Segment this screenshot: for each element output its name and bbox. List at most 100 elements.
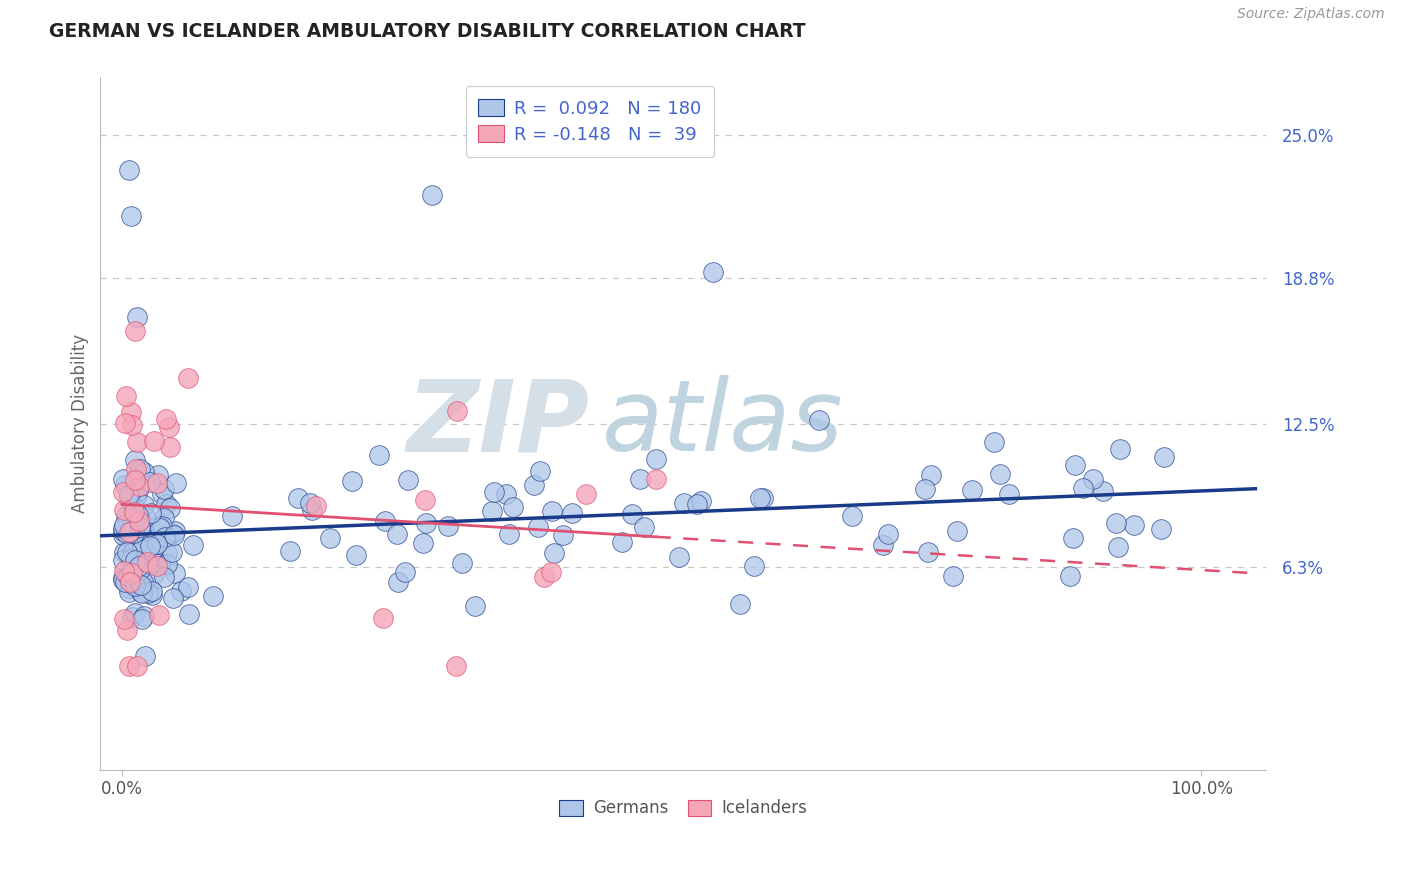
Point <box>131 585 153 599</box>
Point <box>134 465 156 479</box>
Point <box>128 559 150 574</box>
Point <box>387 575 409 590</box>
Text: atlas: atlas <box>602 376 844 472</box>
Point <box>150 486 173 500</box>
Point <box>139 475 162 489</box>
Point <box>115 623 138 637</box>
Point <box>673 496 696 510</box>
Point <box>121 566 143 581</box>
Point <box>111 528 134 542</box>
Point <box>124 487 146 501</box>
Point <box>125 461 148 475</box>
Point <box>1123 518 1146 533</box>
Point <box>917 545 939 559</box>
Point <box>644 472 666 486</box>
Point <box>122 525 145 540</box>
Point <box>1107 541 1129 555</box>
Point <box>112 545 135 559</box>
Point <box>129 585 152 599</box>
Point <box>527 520 550 534</box>
Point <box>127 536 149 550</box>
Point <box>394 566 416 580</box>
Point <box>120 494 142 508</box>
Point <box>553 528 575 542</box>
Point <box>128 519 150 533</box>
Point <box>541 504 564 518</box>
Point <box>111 472 134 486</box>
Point <box>155 497 177 511</box>
Point <box>112 612 135 626</box>
Point <box>160 545 183 559</box>
Point <box>610 535 633 549</box>
Point <box>446 404 468 418</box>
Point <box>118 659 141 673</box>
Point <box>149 557 172 571</box>
Point <box>621 507 644 521</box>
Point <box>141 583 163 598</box>
Point <box>872 538 894 552</box>
Point <box>127 310 149 324</box>
Point <box>112 484 135 499</box>
Point <box>121 545 143 559</box>
Point <box>156 531 179 545</box>
Point <box>148 519 170 533</box>
Point <box>134 518 156 533</box>
Point <box>412 535 434 549</box>
Point <box>502 500 524 515</box>
Point <box>135 555 157 569</box>
Point <box>139 539 162 553</box>
Point <box>114 477 136 491</box>
Point <box>129 462 152 476</box>
Point <box>134 509 156 524</box>
Point <box>1091 483 1114 498</box>
Point <box>752 491 775 505</box>
Point <box>1059 569 1081 583</box>
Point <box>960 483 983 497</box>
Point <box>437 519 460 533</box>
Point <box>120 492 142 507</box>
Point <box>149 521 172 535</box>
Point <box>115 509 138 524</box>
Point <box>287 491 309 505</box>
Point <box>125 491 148 505</box>
Point <box>139 558 162 573</box>
Point <box>877 527 900 541</box>
Point <box>728 597 751 611</box>
Point <box>177 580 200 594</box>
Point <box>946 524 969 538</box>
Point <box>176 370 198 384</box>
Point <box>117 525 139 540</box>
Point <box>111 553 134 567</box>
Point <box>114 518 136 533</box>
Point <box>111 524 134 539</box>
Point <box>121 566 143 580</box>
Point <box>142 541 165 555</box>
Point <box>159 440 181 454</box>
Point <box>120 405 142 419</box>
Point <box>145 537 167 551</box>
Point <box>177 607 200 622</box>
Point <box>134 545 156 559</box>
Point <box>529 464 551 478</box>
Point <box>128 478 150 492</box>
Point <box>128 564 150 578</box>
Point <box>120 525 142 540</box>
Point <box>841 509 863 524</box>
Point <box>1153 450 1175 464</box>
Point <box>340 474 363 488</box>
Point <box>807 413 830 427</box>
Point <box>127 435 149 450</box>
Point <box>150 518 173 533</box>
Point <box>128 484 150 499</box>
Point <box>117 545 139 559</box>
Point <box>155 411 177 425</box>
Point <box>121 515 143 529</box>
Point <box>127 659 149 673</box>
Point <box>344 548 367 562</box>
Text: ZIP: ZIP <box>406 376 591 472</box>
Point <box>118 162 141 177</box>
Point <box>118 581 141 595</box>
Text: GERMAN VS ICELANDER AMBULATORY DISABILITY CORRELATION CHART: GERMAN VS ICELANDER AMBULATORY DISABILIT… <box>49 22 806 41</box>
Point <box>396 474 419 488</box>
Point <box>498 527 520 541</box>
